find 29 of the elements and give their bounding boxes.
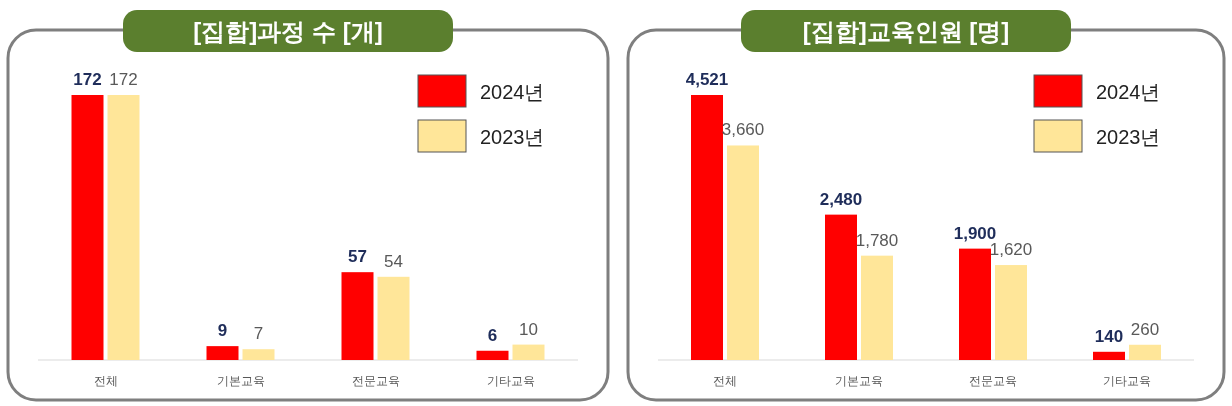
x-tick-label: 전체: [713, 374, 737, 388]
data-label: 54: [384, 251, 403, 271]
data-label: 6: [487, 325, 498, 345]
x-tick-label: 기본교육: [835, 374, 883, 388]
x-tick-label: 전문교육: [351, 374, 400, 388]
data-label: 4,521: [685, 70, 729, 89]
legend-label: 2024년: [1096, 81, 1161, 103]
legend-label: 2023년: [480, 126, 545, 148]
x-tick-label: 전체: [93, 374, 118, 388]
data-label: 2,480: [819, 189, 863, 209]
data-label: 1,780: [855, 230, 899, 250]
data-label: 1,900: [953, 223, 997, 243]
x-tick-label: 전문교육: [969, 374, 1017, 388]
chart-title: [집합]과정 수 [개]: [193, 18, 383, 45]
data-label: 10: [519, 319, 538, 339]
legend-label: 2023년: [1096, 126, 1161, 148]
data-label: 7: [253, 324, 264, 344]
chart-title: [집합]교육인원 [명]: [802, 18, 1010, 45]
x-tick-label: 기타교육: [1103, 374, 1151, 388]
data-label: 140: [1094, 326, 1124, 346]
data-label: 1,620: [989, 240, 1033, 260]
data-label: 172: [109, 70, 138, 89]
x-tick-label: 기본교육: [216, 374, 265, 388]
data-label: 9: [217, 321, 228, 341]
data-label: 172: [73, 70, 102, 89]
x-tick-label: 기타교육: [486, 374, 535, 388]
data-label: 57: [348, 247, 367, 267]
legend-label: 2024년: [480, 81, 545, 103]
data-label: 260: [1130, 319, 1160, 339]
